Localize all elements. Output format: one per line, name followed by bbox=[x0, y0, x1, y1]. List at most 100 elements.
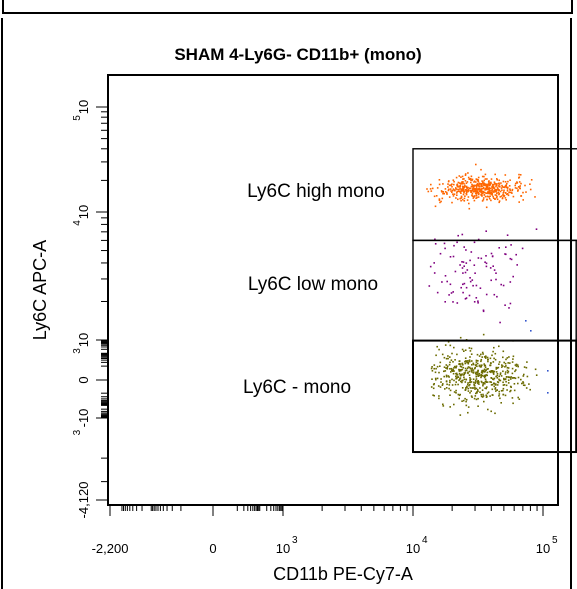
event-dot bbox=[485, 265, 488, 268]
event-dot bbox=[442, 403, 444, 406]
event-dot bbox=[450, 190, 452, 192]
event-dot bbox=[497, 189, 499, 191]
event-dot bbox=[453, 183, 455, 186]
gate-rect[interactable] bbox=[412, 339, 577, 454]
event-dot bbox=[487, 184, 490, 186]
event-dot bbox=[478, 381, 480, 383]
event-dot bbox=[467, 372, 469, 375]
event-dot bbox=[482, 393, 484, 396]
event-dot bbox=[468, 294, 471, 297]
event-dot bbox=[463, 182, 465, 185]
event-dot bbox=[504, 185, 506, 188]
event-dot bbox=[484, 188, 486, 190]
event-dot bbox=[464, 370, 467, 372]
event-dot bbox=[482, 186, 485, 189]
event-dot bbox=[473, 190, 476, 193]
event-dot bbox=[496, 367, 498, 369]
event-dot bbox=[445, 367, 447, 369]
y-tick-exponent: 3 bbox=[72, 429, 83, 435]
event-dot bbox=[485, 394, 487, 397]
event-dot bbox=[457, 198, 459, 201]
event-dot bbox=[489, 364, 492, 366]
event-dot bbox=[535, 374, 538, 376]
event-dot bbox=[461, 400, 463, 402]
event-dot bbox=[490, 192, 492, 195]
event-dot bbox=[500, 283, 502, 286]
event-dot bbox=[428, 285, 431, 287]
event-dot bbox=[474, 386, 476, 389]
event-dot bbox=[455, 366, 457, 369]
event-dot bbox=[516, 181, 518, 183]
event-dot bbox=[468, 374, 471, 376]
event-dot bbox=[474, 379, 477, 382]
event-dot bbox=[434, 371, 437, 374]
event-dot bbox=[446, 383, 448, 386]
event-dot bbox=[488, 192, 491, 195]
event-dot bbox=[477, 184, 480, 187]
event-dot bbox=[468, 187, 471, 189]
event-dot bbox=[498, 179, 500, 182]
event-dot bbox=[499, 185, 501, 188]
event-dot bbox=[496, 384, 499, 386]
event-dot bbox=[470, 390, 472, 392]
event-dot bbox=[447, 186, 449, 188]
event-dot bbox=[436, 187, 439, 189]
event-dot bbox=[512, 402, 514, 405]
event-dot bbox=[438, 395, 440, 397]
event-dot bbox=[476, 392, 478, 394]
event-dot bbox=[436, 365, 439, 368]
y-tick-text: 0 bbox=[76, 376, 91, 383]
event-dot bbox=[479, 387, 481, 389]
event-dot bbox=[449, 188, 452, 190]
event-dot bbox=[478, 372, 481, 375]
event-dot bbox=[498, 345, 500, 348]
event-dot bbox=[488, 190, 490, 193]
event-dot bbox=[433, 394, 435, 397]
x-tick-exponent: 3 bbox=[292, 535, 298, 546]
event-dot bbox=[429, 188, 432, 190]
event-dot bbox=[463, 350, 465, 352]
event-dot bbox=[485, 185, 488, 187]
event-dot bbox=[499, 379, 502, 382]
event-dot bbox=[440, 200, 442, 203]
event-dot bbox=[464, 195, 466, 197]
event-dot bbox=[452, 188, 455, 190]
event-dot bbox=[501, 184, 503, 187]
event-dot bbox=[432, 394, 434, 396]
event-dot bbox=[443, 366, 446, 368]
gate-rect[interactable] bbox=[412, 239, 577, 342]
event-dot bbox=[459, 186, 461, 188]
event-dot bbox=[506, 389, 508, 391]
event-dot bbox=[468, 202, 470, 205]
event-dot bbox=[498, 193, 500, 196]
event-dot bbox=[444, 301, 446, 303]
event-dot bbox=[495, 383, 497, 385]
event-dot bbox=[449, 406, 451, 408]
event-dot bbox=[483, 179, 485, 182]
event-dot bbox=[461, 198, 464, 201]
event-dot bbox=[465, 404, 468, 407]
event-dot bbox=[475, 381, 477, 383]
event-dot bbox=[510, 386, 512, 388]
event-dot bbox=[482, 333, 485, 336]
event-dot bbox=[475, 197, 477, 199]
event-dot bbox=[513, 389, 516, 392]
event-dot bbox=[499, 321, 501, 324]
event-dot bbox=[497, 188, 499, 190]
event-dot bbox=[508, 356, 510, 358]
event-dot bbox=[522, 375, 525, 377]
event-dot bbox=[506, 193, 508, 196]
event-dot bbox=[482, 353, 484, 355]
event-dot bbox=[502, 180, 505, 183]
event-dot bbox=[490, 279, 492, 282]
event-dot bbox=[472, 372, 475, 374]
event-dot bbox=[461, 185, 464, 188]
event-dot bbox=[480, 395, 483, 398]
event-dot bbox=[490, 199, 492, 202]
event-dot bbox=[435, 354, 437, 357]
event-dot bbox=[487, 408, 489, 411]
event-dot bbox=[475, 193, 478, 195]
event-dot bbox=[492, 394, 494, 396]
event-dot bbox=[486, 392, 489, 395]
